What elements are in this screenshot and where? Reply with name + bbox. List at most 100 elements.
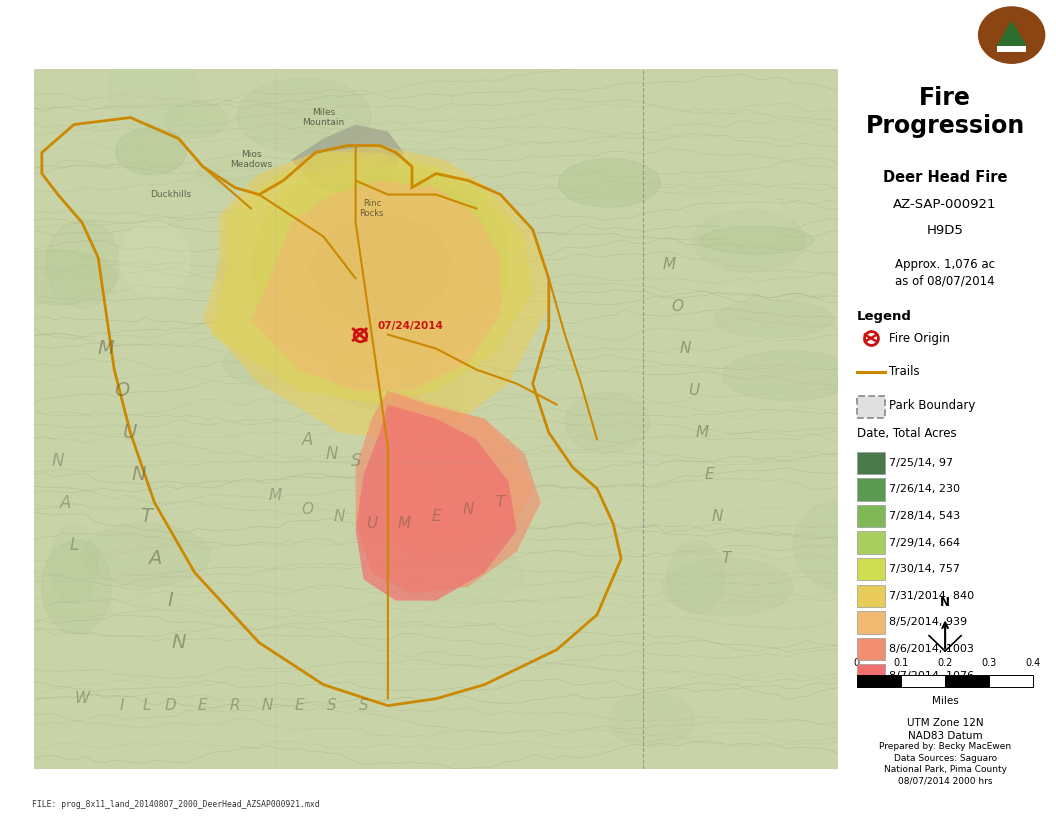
Text: N: N xyxy=(463,502,474,517)
Text: N: N xyxy=(52,451,64,470)
Bar xyxy=(856,451,885,474)
Text: S: S xyxy=(359,698,369,713)
Text: N: N xyxy=(131,465,146,484)
Ellipse shape xyxy=(237,78,371,153)
Text: Fire
Progression: Fire Progression xyxy=(866,86,1024,138)
Ellipse shape xyxy=(720,196,788,245)
Text: Legend: Legend xyxy=(856,310,911,323)
Text: Approx. 1,076 ac
as of 08/07/2014: Approx. 1,076 ac as of 08/07/2014 xyxy=(895,258,995,287)
Ellipse shape xyxy=(42,540,111,634)
Polygon shape xyxy=(251,180,501,391)
Text: 07/24/2014: 07/24/2014 xyxy=(377,321,444,331)
Text: National Park Service: National Park Service xyxy=(671,16,866,30)
Text: 7/29/14, 664: 7/29/14, 664 xyxy=(889,538,960,548)
Text: L: L xyxy=(70,535,78,553)
Text: Miles: Miles xyxy=(931,696,959,706)
Bar xyxy=(856,611,885,633)
Text: FILE: prog_8x11_land_20140807_2000_DeerHead_AZSAP000921.mxd: FILE: prog_8x11_land_20140807_2000_DeerH… xyxy=(32,800,319,809)
Text: 8/5/2014, 939: 8/5/2014, 939 xyxy=(889,618,967,628)
Text: 7/30/14, 757: 7/30/14, 757 xyxy=(889,564,960,574)
Text: U: U xyxy=(366,517,377,531)
Text: E: E xyxy=(197,698,208,713)
Text: 8/6/2014, 1003: 8/6/2014, 1003 xyxy=(889,644,974,654)
Text: O: O xyxy=(672,299,683,314)
Bar xyxy=(856,505,885,527)
Text: E: E xyxy=(705,467,715,482)
Ellipse shape xyxy=(364,271,503,323)
Text: N: N xyxy=(680,341,692,356)
Text: O: O xyxy=(115,381,130,400)
Text: L: L xyxy=(143,698,151,713)
Text: H9D5: H9D5 xyxy=(927,224,963,237)
Text: N: N xyxy=(262,698,272,713)
Text: 7/28/14, 543: 7/28/14, 543 xyxy=(889,511,960,521)
Ellipse shape xyxy=(714,300,833,338)
Text: W: W xyxy=(75,691,90,706)
Text: 0: 0 xyxy=(853,658,860,667)
Text: Fire Origin: Fire Origin xyxy=(889,331,949,344)
Text: Duckhills: Duckhills xyxy=(150,190,191,199)
Text: Saguaro National Park: Saguaro National Park xyxy=(13,16,215,30)
Bar xyxy=(856,638,885,660)
Text: I: I xyxy=(168,591,173,610)
Bar xyxy=(856,478,885,500)
Text: M: M xyxy=(98,339,115,358)
Ellipse shape xyxy=(196,161,290,190)
Bar xyxy=(989,675,1034,687)
Ellipse shape xyxy=(667,541,724,614)
Text: M: M xyxy=(268,488,282,503)
Polygon shape xyxy=(211,153,532,405)
Ellipse shape xyxy=(400,348,464,433)
Ellipse shape xyxy=(115,127,186,175)
FancyBboxPatch shape xyxy=(856,396,885,418)
Bar xyxy=(856,675,901,687)
Text: Mios
Meadows: Mios Meadows xyxy=(230,150,272,169)
Ellipse shape xyxy=(0,250,117,304)
Polygon shape xyxy=(996,20,1027,47)
Text: 8/7/2014, 1076: 8/7/2014, 1076 xyxy=(889,671,974,681)
Bar xyxy=(856,531,885,554)
Text: S: S xyxy=(351,451,361,470)
Text: R: R xyxy=(229,698,241,713)
Polygon shape xyxy=(307,215,452,327)
Ellipse shape xyxy=(216,253,262,290)
Ellipse shape xyxy=(164,101,227,139)
Text: E: E xyxy=(431,509,441,524)
Text: E: E xyxy=(295,698,304,713)
Text: Arizona: Arizona xyxy=(13,39,81,55)
Text: A: A xyxy=(148,549,162,568)
Polygon shape xyxy=(251,160,509,370)
Ellipse shape xyxy=(82,524,210,587)
Text: 7/31/2014, 840: 7/31/2014, 840 xyxy=(889,591,974,601)
Polygon shape xyxy=(356,391,541,594)
Ellipse shape xyxy=(607,694,695,747)
Text: A: A xyxy=(60,494,72,512)
Ellipse shape xyxy=(390,546,525,603)
Text: N: N xyxy=(334,509,345,524)
Polygon shape xyxy=(380,391,532,559)
Ellipse shape xyxy=(223,338,367,390)
Text: 0.3: 0.3 xyxy=(982,658,997,667)
Bar xyxy=(856,664,885,687)
Bar xyxy=(997,46,1026,52)
Text: 7/26/14, 230: 7/26/14, 230 xyxy=(889,485,960,494)
Text: T: T xyxy=(496,495,505,510)
Polygon shape xyxy=(291,125,404,194)
Ellipse shape xyxy=(722,351,855,401)
Ellipse shape xyxy=(331,336,432,410)
Text: AZ-SAP-000921: AZ-SAP-000921 xyxy=(893,198,997,211)
Text: D: D xyxy=(165,698,176,713)
Ellipse shape xyxy=(693,210,806,272)
Text: Miles
Mountain: Miles Mountain xyxy=(302,108,344,127)
Bar xyxy=(901,675,945,687)
Polygon shape xyxy=(203,145,549,440)
Ellipse shape xyxy=(376,149,450,189)
Text: Prepared by: Becky MacEwen
Data Sources: Saguaro
National Park, Pima County
08/0: Prepared by: Becky MacEwen Data Sources:… xyxy=(879,742,1012,786)
Ellipse shape xyxy=(793,501,881,589)
Text: T: T xyxy=(140,507,152,526)
Text: N: N xyxy=(712,509,723,524)
Ellipse shape xyxy=(118,221,190,295)
Text: S: S xyxy=(326,698,336,713)
Ellipse shape xyxy=(559,158,660,207)
Text: T: T xyxy=(721,551,731,566)
